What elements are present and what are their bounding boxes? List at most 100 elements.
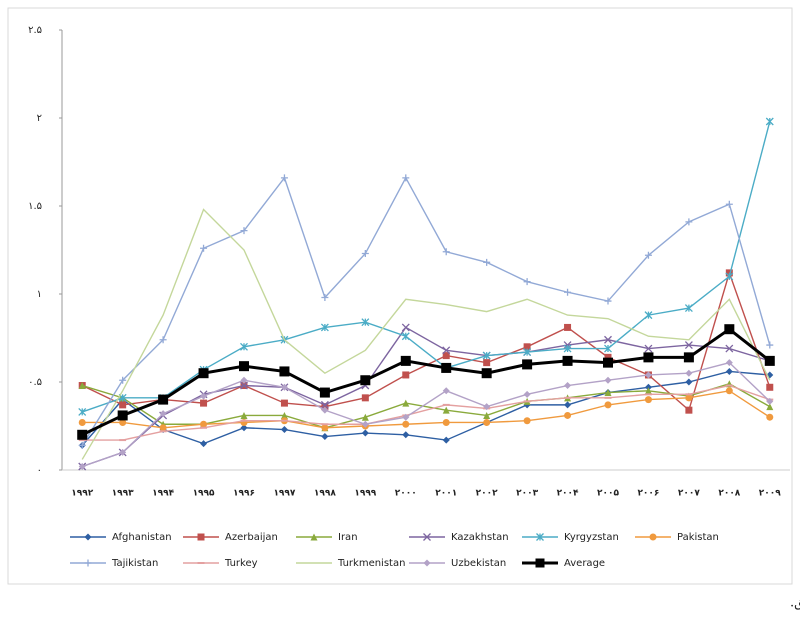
marker xyxy=(402,431,410,439)
legend-marker xyxy=(423,559,431,567)
marker xyxy=(360,375,371,386)
series-line xyxy=(81,176,771,446)
marker xyxy=(78,418,86,426)
marker xyxy=(401,332,410,341)
marker xyxy=(361,420,369,428)
marker xyxy=(321,294,329,302)
marker xyxy=(319,387,330,398)
x-tick-label: ۱۹۹۵ xyxy=(193,489,215,499)
marker xyxy=(78,382,86,390)
marker xyxy=(685,369,693,377)
marker xyxy=(604,344,612,353)
x-tick-label: ۲۰۰۵ xyxy=(597,489,619,499)
marker xyxy=(321,403,329,411)
legend-label: Turkmenistan xyxy=(337,558,405,569)
marker xyxy=(604,376,612,384)
marker xyxy=(725,200,733,208)
legend-label: Uzbekistan xyxy=(451,558,506,569)
marker xyxy=(280,399,288,407)
marker xyxy=(482,351,491,360)
x-tick-label: ۱۹۹۷ xyxy=(273,489,295,499)
x-tick-label: ۲۰۰۳ xyxy=(516,489,538,499)
caption: أخذ: نتایج تحقیق. xyxy=(790,594,800,611)
marker xyxy=(562,355,573,366)
marker xyxy=(644,251,652,259)
y-tick-label: ۰.۵ xyxy=(28,377,42,388)
series-line xyxy=(81,208,771,460)
series-line xyxy=(82,384,771,441)
marker xyxy=(644,383,652,391)
marker xyxy=(523,390,531,398)
series-line xyxy=(81,121,771,413)
marker xyxy=(564,382,572,390)
x-tick-label: ۲۰۰۶ xyxy=(637,489,659,499)
marker xyxy=(644,344,653,353)
marker xyxy=(442,346,451,355)
marker xyxy=(361,394,369,402)
marker xyxy=(159,336,167,344)
marker xyxy=(78,441,86,449)
marker xyxy=(159,410,167,418)
x-tick-label: ۱۹۹۹ xyxy=(354,489,376,499)
marker xyxy=(159,424,167,432)
marker xyxy=(200,244,208,252)
marker xyxy=(401,323,410,332)
marker xyxy=(643,352,654,363)
marker xyxy=(522,359,533,370)
x-tick-label: ۱۹۹۴ xyxy=(152,489,174,499)
x-tick-label: ۲۰۰۲ xyxy=(476,489,498,499)
marker xyxy=(402,371,410,379)
marker xyxy=(240,381,248,390)
marker xyxy=(200,440,208,448)
marker xyxy=(119,401,127,409)
marker xyxy=(564,288,572,296)
marker xyxy=(564,401,572,409)
marker xyxy=(725,344,734,353)
marker xyxy=(442,352,450,360)
legend-marker xyxy=(423,533,431,541)
marker xyxy=(483,418,491,426)
legend-label: Turkey xyxy=(224,558,258,569)
marker xyxy=(564,323,572,331)
series-line xyxy=(82,390,771,429)
y-tick-label: ۲.۵ xyxy=(28,25,42,36)
legend-label: Average xyxy=(564,558,605,569)
y-tick-label: ۱.۵ xyxy=(28,201,42,212)
marker xyxy=(78,462,86,470)
marker xyxy=(402,413,410,421)
marker xyxy=(320,323,329,332)
legend-label: Pakistan xyxy=(677,532,719,543)
marker xyxy=(481,368,492,379)
marker xyxy=(644,311,653,320)
marker xyxy=(240,411,248,419)
marker xyxy=(361,413,369,421)
marker xyxy=(119,418,127,426)
y-tick-label: ۰ xyxy=(37,465,42,476)
marker xyxy=(604,297,612,305)
marker xyxy=(280,426,288,434)
marker xyxy=(441,362,452,373)
y-tick-label: ۱ xyxy=(37,289,42,300)
series-line xyxy=(81,326,770,468)
legend-label: Tajikistan xyxy=(111,558,158,569)
x-tick-label: ۱۹۹۶ xyxy=(233,489,255,499)
marker xyxy=(523,417,531,425)
legend-marker xyxy=(535,558,545,568)
marker xyxy=(724,324,735,335)
marker xyxy=(442,418,450,426)
marker xyxy=(684,341,693,349)
marker xyxy=(683,352,694,363)
marker xyxy=(240,342,248,351)
x-tick-label: ۲۰۰۷ xyxy=(678,489,700,499)
marker xyxy=(240,376,248,384)
legend-marker xyxy=(197,533,205,541)
legend-label: Iran xyxy=(338,532,358,543)
marker xyxy=(604,389,612,397)
marker xyxy=(685,394,693,402)
marker xyxy=(119,448,127,456)
legend-marker xyxy=(310,533,318,541)
marker xyxy=(321,424,329,432)
marker xyxy=(240,424,248,432)
marker xyxy=(603,357,613,368)
series-line xyxy=(81,270,771,412)
